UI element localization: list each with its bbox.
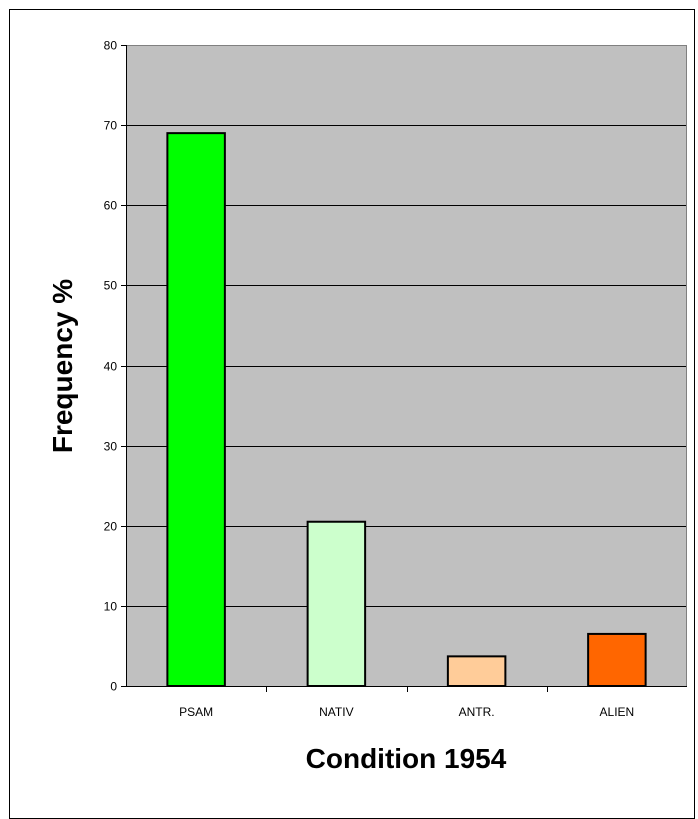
y-tick-label: 50 (104, 279, 118, 293)
x-tick-labels: PSAM NATIV ANTR. ALIEN (179, 705, 634, 719)
y-tick-label: 70 (104, 119, 118, 133)
bar-antr (446, 655, 507, 688)
y-tick-label: 40 (104, 360, 118, 374)
y-tick-label: 10 (104, 600, 118, 614)
axes (121, 45, 687, 692)
y-tick-label: 20 (104, 520, 118, 534)
x-tick-label: ALIEN (600, 705, 635, 719)
bars (166, 132, 647, 688)
y-tick-label: 80 (104, 39, 118, 53)
y-tick-label: 0 (110, 680, 117, 694)
y-tick-label: 30 (104, 440, 118, 454)
x-tick-label: NATIV (319, 705, 353, 719)
x-tick-label: PSAM (179, 705, 213, 719)
y-tick-label: 60 (104, 199, 118, 213)
y-axis-title: Frequency % (47, 279, 78, 453)
bar-alien (587, 632, 647, 688)
bar-nativ (306, 520, 367, 688)
y-tick-labels: 0 10 20 30 40 50 60 70 80 (104, 39, 118, 694)
x-axis-title: Condition 1954 (306, 743, 507, 774)
x-tick-label: ANTR. (459, 705, 495, 719)
bar-psam (166, 132, 226, 687)
